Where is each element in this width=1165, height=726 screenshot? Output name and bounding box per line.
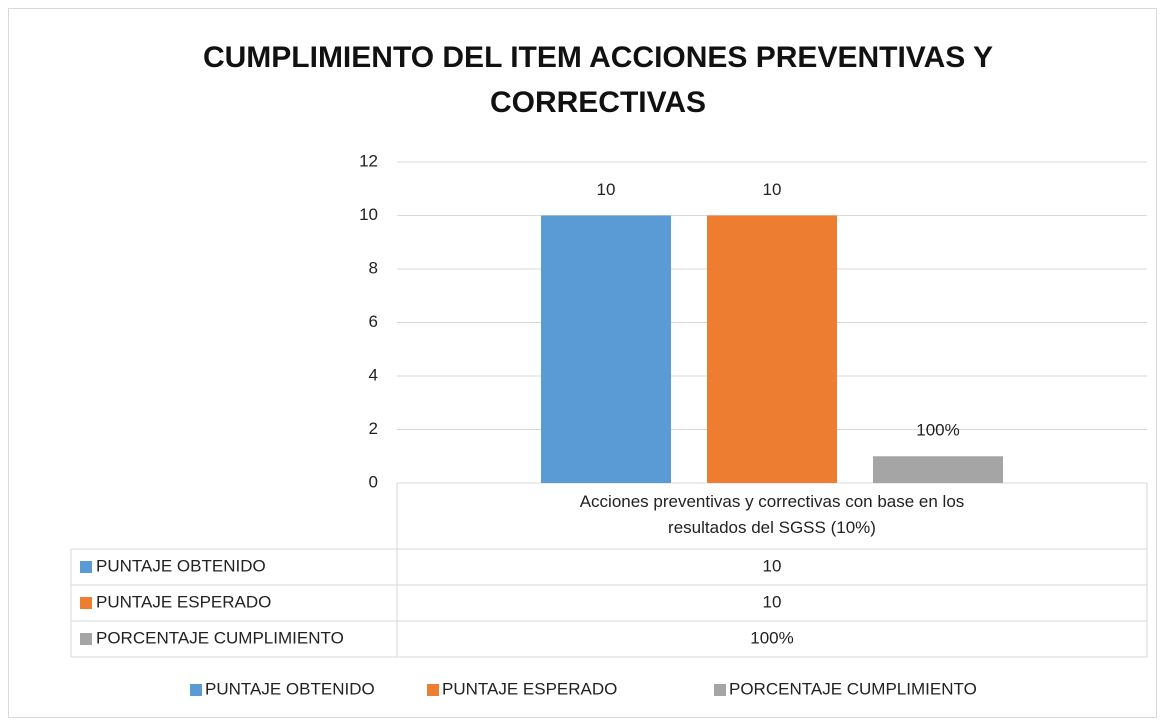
legend-key	[427, 684, 439, 696]
legend-label: PUNTAJE ESPERADO	[442, 679, 617, 698]
category-box: Acciones preventivas y correctivas con b…	[579, 492, 965, 537]
legend-label: PORCENTAJE CUMPLIMIENTO	[729, 679, 977, 698]
data-label: 100%	[916, 421, 959, 440]
y-tick-label: 8	[369, 258, 378, 277]
y-tick-label: 2	[369, 419, 378, 438]
legend-label: PUNTAJE OBTENIDO	[205, 679, 375, 698]
table-legend-key	[80, 561, 92, 573]
table-series-name: PUNTAJE OBTENIDO	[96, 556, 266, 575]
table-value: 10	[763, 592, 782, 611]
bar	[873, 456, 1003, 483]
table-series-name: PUNTAJE ESPERADO	[96, 592, 271, 611]
legend-key	[190, 684, 202, 696]
bar	[707, 215, 837, 483]
y-tick-label: 6	[369, 312, 378, 331]
table-series-name: PORCENTAJE CUMPLIMIENTO	[96, 628, 344, 647]
table-legend-key	[80, 597, 92, 609]
y-tick-label: 4	[369, 365, 378, 384]
y-tick-label: 0	[369, 472, 378, 491]
title-box: CUMPLIMIENTO DEL ITEM ACCIONES PREVENTIV…	[202, 41, 994, 119]
y-tick-label: 10	[359, 205, 378, 224]
table-value: 10	[763, 556, 782, 575]
table-value: 100%	[750, 628, 793, 647]
y-tick-label: 12	[359, 151, 378, 170]
bar	[541, 215, 671, 483]
x-tick-label: Acciones preventivas y correctivas con b…	[579, 492, 965, 537]
data-label: 10	[597, 180, 616, 199]
data-label: 10	[763, 180, 782, 199]
legend-key	[714, 684, 726, 696]
chart-title: CUMPLIMIENTO DEL ITEM ACCIONES PREVENTIV…	[202, 41, 994, 119]
table-legend-key	[80, 633, 92, 645]
